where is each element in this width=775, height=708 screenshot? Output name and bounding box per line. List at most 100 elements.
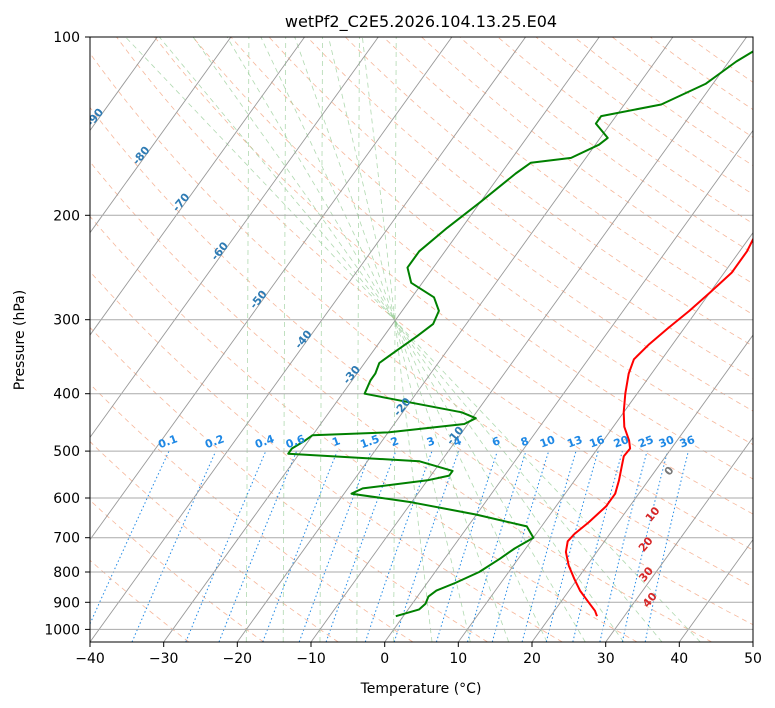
dry-adiabat-line: [268, 37, 753, 412]
mixing-ratio-line: [644, 450, 689, 642]
x-axis-label: Temperature (°C): [360, 681, 482, 697]
y-tick-label: 900: [53, 595, 80, 611]
dewpoint-profile-line: [287, 50, 753, 618]
x-axis-ticks: −40 −30 −20 −10 0 10 20 30 40 50: [75, 642, 762, 667]
dry-adiabat-line: [90, 326, 488, 642]
plot-frame: [89, 36, 754, 643]
mixing-ratio-label: 25: [636, 433, 655, 450]
mixing-ratio-line: [364, 450, 433, 642]
x-tick-label: 0: [380, 651, 389, 667]
mixing-ratio-line: [262, 450, 338, 642]
moist-adiabat-line: [356, 37, 360, 642]
y-tick-label: 400: [53, 387, 80, 403]
dry-adiabat-line: [345, 37, 753, 347]
isotherm-line: [90, 37, 305, 336]
mixing-ratio-label: 1: [330, 434, 342, 449]
x-tick-label: −40: [75, 651, 105, 667]
mixing-ratio-label: 20: [612, 433, 631, 451]
dry-adiabat-line: [90, 215, 638, 642]
moist-adiabat-line: [328, 37, 471, 642]
dry-adiabat-line: [90, 271, 563, 642]
grid-lines: [90, 37, 753, 642]
mixing-ratio-line: [545, 450, 599, 642]
moist-adiabat-line: [158, 37, 663, 642]
y-tick-label: 500: [53, 444, 80, 460]
isotherm-line: [678, 538, 753, 642]
temperature-profile-line: [564, 237, 753, 617]
moist-adiabat-line: [192, 37, 624, 642]
x-tick-label: −10: [296, 651, 326, 667]
isotherm-line: [90, 37, 453, 541]
mixing-ratio-label: 13: [565, 433, 584, 450]
dry-adiabat-line: [421, 37, 753, 285]
moist-adiabat-line: [245, 37, 250, 642]
mixing-ratio-label: 16: [588, 433, 607, 451]
mixing-ratio-label: 2: [389, 434, 401, 449]
isotherm-line: [236, 37, 674, 642]
mixing-ratio-line: [298, 450, 372, 642]
moist-adiabat-line: [125, 37, 701, 642]
dry-adiabat-line: [192, 37, 753, 480]
x-tick-label: 40: [670, 651, 688, 667]
y-tick-label: 700: [53, 531, 80, 547]
mixing-ratio-label: 1.5: [358, 432, 381, 451]
y-tick-label: 200: [53, 208, 80, 224]
y-tick-label: 1000: [44, 622, 80, 638]
moist-adiabat-line: [260, 37, 548, 642]
moist-adiabat-line: [282, 37, 287, 642]
mixing-ratio-label: 0.4: [253, 432, 276, 451]
mixing-ratio-line: [435, 450, 498, 642]
isotherm-line: [457, 231, 753, 642]
isotherm-line: [90, 37, 379, 439]
moist-adiabat-line: [226, 37, 586, 642]
dry-adiabat-line: [154, 37, 753, 515]
chart-title: wetPf2_C2E5.2026.104.13.25.E04: [285, 12, 557, 32]
mixing-ratio-label: 0.6: [284, 432, 307, 451]
dry-adiabat-line: [90, 161, 712, 642]
mixing-ratio-line: [621, 450, 669, 642]
mixing-ratio-label: 0.1: [156, 432, 179, 451]
y-tick-label: 100: [53, 30, 80, 46]
mixing-ratio-line: [218, 450, 298, 642]
dry-adiabat-line: [90, 106, 753, 626]
x-tick-label: 30: [597, 651, 615, 667]
mixing-ratio-label: 0.2: [203, 432, 226, 451]
moist-adiabat-line: [294, 37, 509, 642]
profile-lines: [287, 50, 753, 618]
background-lines: [90, 37, 753, 642]
moist-adiabat-line: [319, 37, 323, 642]
mixing-ratio-label: 30: [657, 433, 676, 451]
y-axis-ticks: 1000 900 800 700 600 500 400 300 200 100: [44, 30, 90, 638]
mixing-ratio-line: [325, 450, 397, 642]
mixing-ratio-line: [185, 450, 267, 642]
moist-adiabat-line: [393, 37, 397, 642]
moist-adiabat-line: [362, 37, 433, 642]
x-tick-label: 50: [744, 651, 762, 667]
y-axis-label: Pressure (hPa): [12, 290, 28, 390]
x-tick-label: 10: [449, 651, 467, 667]
mixing-ratio-label: 8: [519, 434, 531, 449]
y-tick-label: 800: [53, 565, 80, 581]
isotherm-line: [384, 129, 753, 642]
mixing-ratio-label: 3: [425, 434, 437, 449]
x-tick-label: −30: [149, 651, 179, 667]
mixing-ratio-label: 4: [452, 434, 464, 449]
isotherm-line: [90, 37, 232, 234]
mixing-ratio-label: 6: [490, 434, 502, 449]
x-tick-label: −20: [223, 651, 253, 667]
mixing-ratio-line: [599, 450, 648, 642]
mixing-ratio-label: 36: [678, 433, 697, 451]
y-tick-label: 300: [53, 313, 80, 329]
isotherm-line: [531, 334, 753, 642]
y-tick-label: 600: [53, 491, 80, 507]
isotherm-line: [90, 37, 526, 642]
dry-adiabat-line: [90, 52, 753, 588]
mixing-ratio-line: [572, 450, 623, 642]
mixing-ratio-line: [521, 450, 577, 642]
isotherm-line: [163, 37, 600, 642]
dry-adiabat-line: [90, 559, 190, 642]
mixing-ratio-label: 10: [538, 433, 557, 451]
x-tick-label: 20: [523, 651, 541, 667]
